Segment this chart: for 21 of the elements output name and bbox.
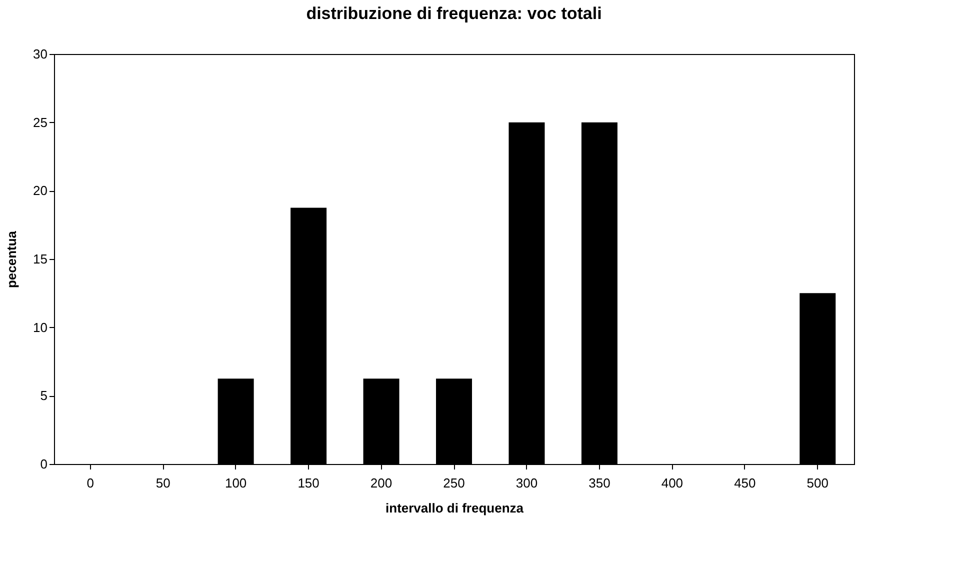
y-tick-label: 5 [40,388,48,404]
y-tick-label: 10 [33,320,48,335]
chart-title: distribuzione di frequenza: voc totali [306,4,602,23]
y-tick-label: 15 [33,252,48,266]
x-tick-label: 100 [224,476,247,490]
x-tick-label: 300 [516,476,538,490]
y-tick-label: 25 [33,114,48,130]
x-tick-label: 350 [588,476,610,490]
x-axis-title: intervallo di frequenza [386,500,524,516]
x-tick-label: 200 [370,476,392,490]
x-tick-label: 400 [661,476,684,490]
y-tick-label: 20 [33,183,48,198]
x-tick-label: 50 [156,476,170,490]
y-axis-title: pecentua [4,230,20,288]
y-tick-label: 30 [33,46,48,62]
x-tick-label: 500 [806,476,828,490]
x-tick-label: 250 [443,476,465,490]
x-tick-label: 0 [86,476,94,490]
x-tick-label: 150 [298,476,320,490]
x-tick-label: 450 [734,476,756,490]
y-tick-label: 0 [40,456,48,472]
